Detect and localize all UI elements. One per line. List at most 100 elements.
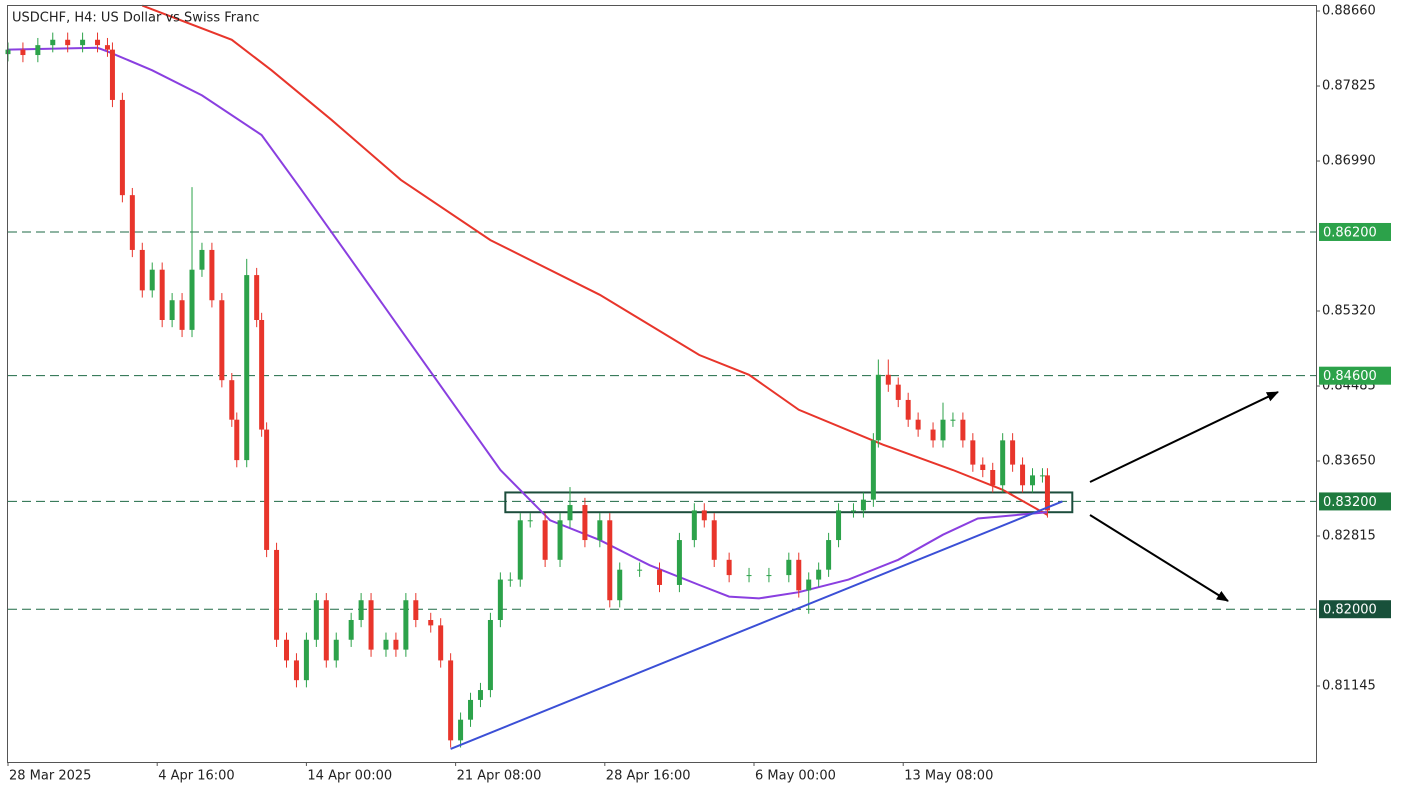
candle-body — [960, 419, 966, 441]
candle-body — [129, 195, 135, 250]
candle-body — [990, 469, 996, 486]
plot-frame — [7, 5, 1317, 763]
candle-body — [950, 419, 956, 421]
candle-body — [219, 300, 225, 381]
candle-body — [930, 429, 936, 441]
candle-body — [95, 39, 101, 46]
level-tag — [1319, 600, 1391, 619]
moving-average — [141, 4, 1048, 516]
candle-body — [836, 510, 842, 541]
candle-body — [259, 319, 265, 430]
moving-average — [7, 46, 1048, 600]
x-tick-label: 21 Apr 08:00 — [457, 769, 542, 784]
candle-body — [527, 520, 533, 522]
candle-body — [1020, 464, 1026, 486]
candle-body — [428, 619, 434, 626]
candle-body — [229, 380, 235, 420]
candle-body — [119, 99, 125, 196]
candle-body — [333, 639, 339, 661]
candle-body — [676, 540, 682, 585]
candle-body — [35, 45, 41, 56]
candle-body — [497, 579, 503, 620]
candle-body — [293, 660, 299, 681]
candle-body — [234, 419, 240, 461]
x-tick-label: 14 Apr 00:00 — [307, 769, 392, 784]
candle-body — [274, 549, 280, 640]
y-tick-label: 0.87825 — [1322, 79, 1376, 94]
candle-body — [199, 249, 205, 270]
candle-body — [169, 300, 175, 320]
x-tick-label: 4 Apr 16:00 — [158, 769, 235, 784]
candle-body — [637, 569, 643, 571]
candle-body — [323, 600, 329, 661]
candle-body — [104, 45, 110, 50]
candle-body — [393, 639, 399, 650]
candle-body — [20, 49, 26, 56]
candle-body — [65, 39, 71, 46]
candle-body — [159, 269, 165, 320]
candle-body — [567, 505, 573, 521]
candle-body — [284, 639, 290, 661]
candle-body — [487, 619, 493, 691]
candle-body — [468, 699, 474, 720]
level-label: 0.82000 — [1323, 603, 1377, 618]
candle-body — [403, 600, 409, 650]
candle-body — [875, 374, 881, 441]
candle-body — [617, 569, 623, 601]
level-label: 0.86200 — [1323, 225, 1377, 240]
arrow-down — [1089, 514, 1229, 602]
candle-body — [179, 300, 185, 330]
candle-body — [458, 719, 464, 741]
level-label: 0.83200 — [1323, 495, 1377, 510]
candle-body — [139, 249, 145, 291]
candle-body — [209, 249, 215, 301]
candle-body — [766, 575, 772, 577]
candle-body — [254, 275, 260, 320]
candle-body — [80, 39, 86, 46]
candle-body — [940, 419, 946, 441]
trendline — [450, 500, 1063, 750]
candle-body — [413, 600, 419, 620]
candle-body — [796, 559, 802, 591]
candle-body — [980, 464, 986, 470]
candle-body — [826, 540, 832, 570]
candle-body — [885, 374, 891, 385]
x-tick-label: 13 May 08:00 — [904, 769, 993, 784]
x-tick-label: 28 Apr 16:00 — [606, 769, 691, 784]
candle-body — [303, 639, 309, 681]
level-tag — [1319, 492, 1391, 511]
candle-body — [850, 510, 856, 512]
candle-body — [448, 660, 454, 741]
candle-body — [517, 520, 523, 580]
candle-body — [368, 600, 374, 650]
candle-body — [348, 619, 354, 640]
level-tag — [1319, 366, 1391, 385]
candle-body — [905, 399, 911, 420]
candle-body — [607, 520, 613, 601]
candle-body — [1044, 475, 1050, 511]
y-tick-label: 0.83650 — [1322, 454, 1376, 469]
level-label: 0.84600 — [1323, 369, 1377, 384]
y-tick-label: 0.86990 — [1322, 154, 1376, 169]
candle-body — [149, 269, 155, 291]
candle-body — [50, 39, 56, 46]
candle-body — [383, 639, 389, 650]
candle-body — [582, 505, 588, 541]
y-tick-label: 0.81145 — [1322, 679, 1376, 694]
candle-body — [816, 569, 822, 580]
candle-body — [358, 600, 364, 620]
candle-body — [477, 690, 483, 700]
candle-body — [701, 510, 707, 521]
candle-body — [597, 520, 603, 541]
candle-body — [726, 559, 732, 576]
candle-body — [1039, 475, 1045, 477]
level-tag — [1319, 222, 1391, 241]
candle-body — [189, 269, 195, 330]
y-tick-label: 0.88660 — [1322, 4, 1376, 19]
candle-body — [1030, 475, 1036, 486]
arrow-up — [1089, 391, 1279, 483]
candle-body — [860, 499, 866, 511]
candle-body — [711, 520, 717, 560]
candle-body — [870, 440, 876, 500]
